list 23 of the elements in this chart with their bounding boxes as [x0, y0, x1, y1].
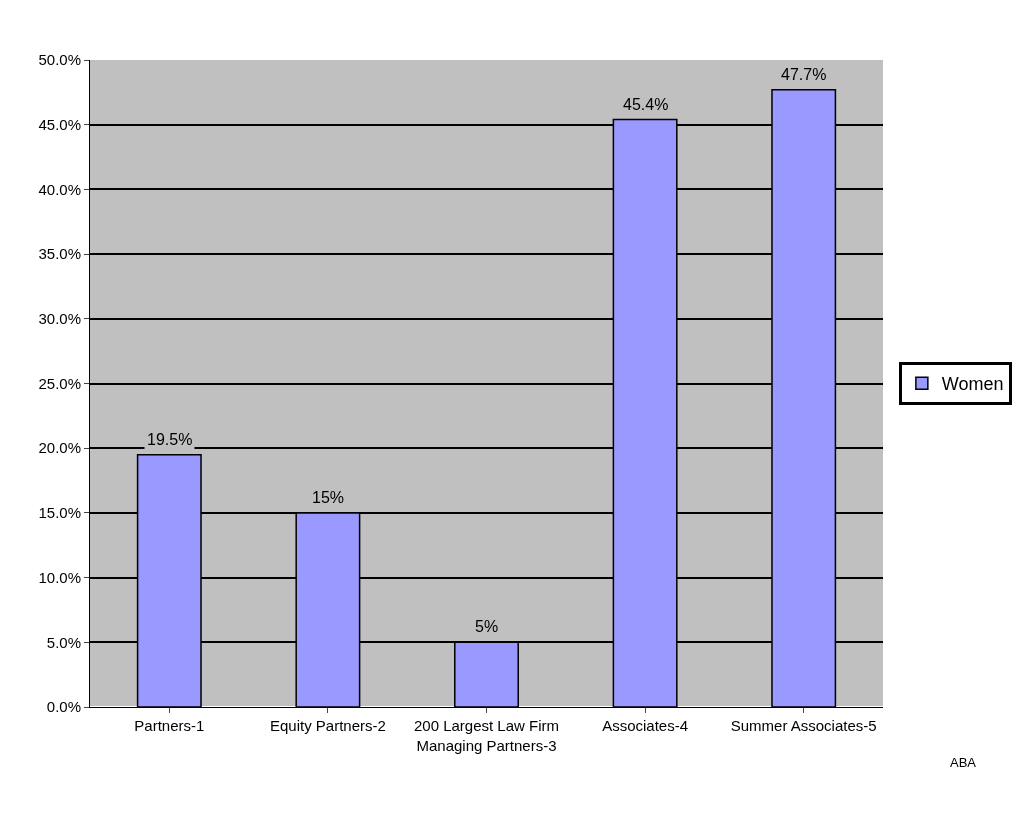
y-tick-label: 50.0% [38, 51, 81, 69]
x-tick-label: Associates-4 [602, 717, 689, 734]
text: ABA [950, 755, 977, 770]
y-tick-label: 20.0% [38, 439, 81, 457]
x-tick-label: Equity Partners-2 [269, 717, 386, 734]
legend-label: Women [941, 374, 1004, 395]
y-tick-label: 15.0% [38, 504, 81, 522]
data-label: 19.5% [147, 431, 193, 448]
y-tick-label: 25.0% [38, 374, 81, 392]
x-tick-label: Partners-1 [134, 717, 205, 734]
x-tick-label: 200 Largest Law Firm Managing Partners-3 [413, 717, 560, 754]
y-tick-label: 35.0% [38, 245, 81, 263]
x-tick-label: Summer Associates-5 [730, 717, 877, 734]
y-tick-label: 5.0% [46, 633, 81, 651]
data-label: 47.7% [781, 66, 827, 83]
y-tick-label: 40.0% [38, 180, 81, 198]
y-tick-label: 0.0% [46, 698, 81, 716]
y-tick-label: 10.0% [38, 568, 81, 586]
data-label: 5% [475, 618, 499, 635]
data-label: 15% [312, 489, 345, 506]
y-tick-label: 30.0% [38, 310, 81, 328]
data-label: 45.4% [623, 96, 669, 113]
y-tick-label: 45.0% [38, 115, 81, 133]
